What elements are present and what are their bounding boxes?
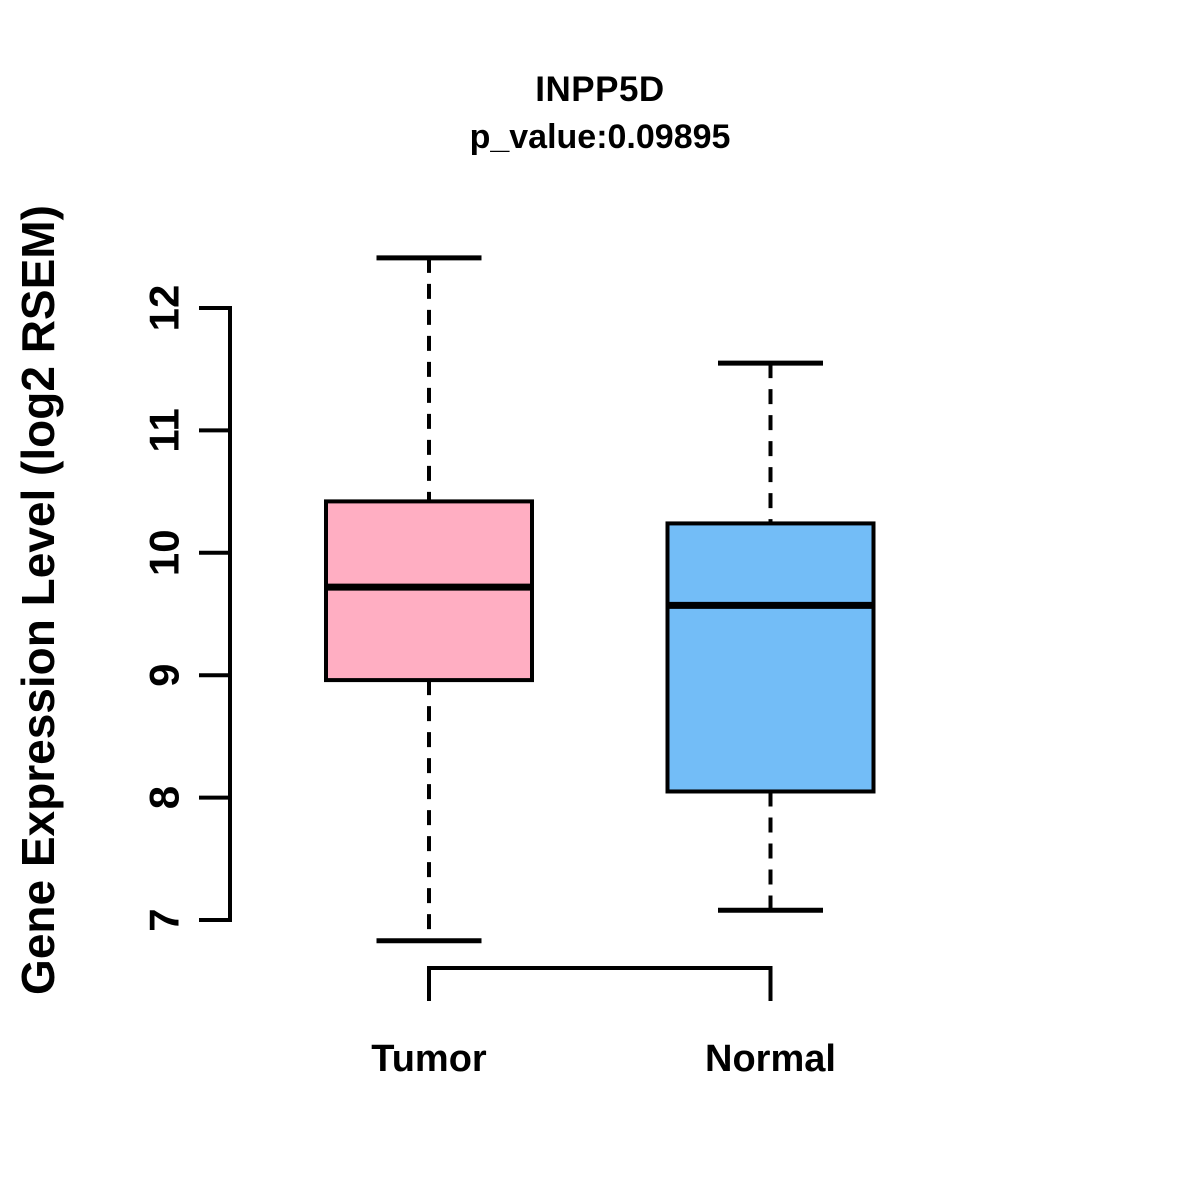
chart-title: INPP5D <box>535 70 665 109</box>
normal-box <box>665 521 876 794</box>
y-tick-label: 11 <box>141 408 188 452</box>
y-tick-label: 12 <box>141 285 188 332</box>
x-axis-bracket <box>427 966 773 1001</box>
x-label-normal: Normal <box>705 1038 836 1080</box>
x-label-tumor: Tumor <box>371 1038 487 1080</box>
y-tick-label: 8 <box>141 786 188 809</box>
y-tick-label: 7 <box>141 908 188 931</box>
y-tick-label: 9 <box>141 664 188 687</box>
chart-subtitle-pvalue: p_value:0.09895 <box>469 118 731 156</box>
tumor-box <box>324 499 534 683</box>
y-tick-label: 10 <box>141 529 188 576</box>
